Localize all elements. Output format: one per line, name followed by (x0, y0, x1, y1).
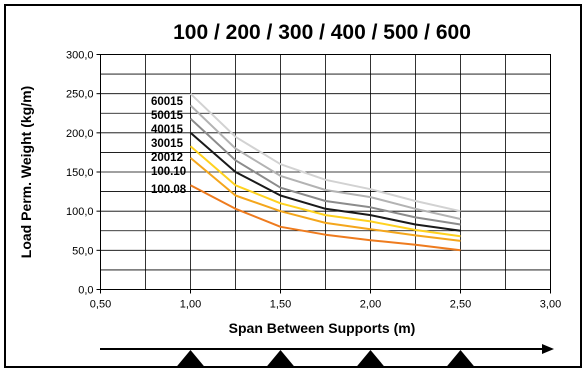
series-line-30015 (189, 132, 461, 232)
chart-title: 100 / 200 / 300 / 400 / 500 / 600 (173, 21, 471, 44)
plot-border (100, 54, 551, 290)
y-tick-labels: 0,0 50,0 100,0 150,0 200,0 250,0 300,0 (66, 50, 101, 297)
series-line-100-10 (189, 157, 461, 242)
support-triangle (357, 350, 384, 366)
series-label-100-08: 100.08 (151, 184, 187, 196)
series-labels: 60015 50015 40015 30015 20012 100.10 100.08 (151, 96, 187, 196)
beam-arrow-head (542, 344, 554, 354)
series-lines (189, 92, 461, 252)
x-tick-label: 2,00 (360, 299, 381, 311)
x-tick-label: 1,00 (180, 299, 201, 311)
series-label-100-10: 100.10 (151, 166, 186, 178)
support-triangle (267, 350, 294, 366)
y-tick-label: 100,0 (66, 206, 94, 218)
chart-frame: 100 / 200 / 300 / 400 / 500 / 600 0,50 1,… (4, 4, 582, 368)
load-span-chart: 100 / 200 / 300 / 400 / 500 / 600 0,50 1,… (18, 21, 561, 366)
x-tick-labels: 0,50 1,00 1,50 2,00 2,50 3,00 (90, 289, 561, 311)
series-label-60015: 60015 (151, 96, 184, 108)
y-tick-label: 200,0 (66, 128, 94, 140)
series-label-30015: 30015 (151, 138, 184, 150)
series-label-40015: 40015 (151, 124, 184, 136)
series-line-50015 (189, 104, 461, 220)
y-axis-label: Load Perm. Weight (kg/m) (18, 86, 34, 258)
x-tick-label: 3,00 (540, 299, 561, 311)
series-line-20012 (189, 145, 461, 238)
x-tick-label: 2,50 (450, 299, 471, 311)
x-axis-label: Span Between Supports (m) (229, 320, 416, 336)
series-label-50015: 50015 (151, 110, 184, 122)
y-tick-label: 150,0 (66, 167, 94, 179)
series-line-60015 (189, 92, 461, 213)
x-tick-label: 0,50 (90, 299, 111, 311)
series-label-20012: 20012 (151, 152, 183, 164)
support-triangle (447, 350, 474, 366)
y-tick-label: 50,0 (72, 245, 93, 257)
series-line-100-08 (190, 184, 461, 252)
grid (100, 54, 551, 290)
y-tick-label: 250,0 (66, 89, 94, 101)
y-tick-label: 300,0 (66, 50, 94, 62)
y-tick-label: 0,0 (78, 285, 93, 297)
support-diagram (100, 344, 554, 366)
x-tick-label: 1,50 (270, 299, 291, 311)
support-triangle (177, 350, 204, 366)
series-line-40015 (189, 117, 461, 226)
